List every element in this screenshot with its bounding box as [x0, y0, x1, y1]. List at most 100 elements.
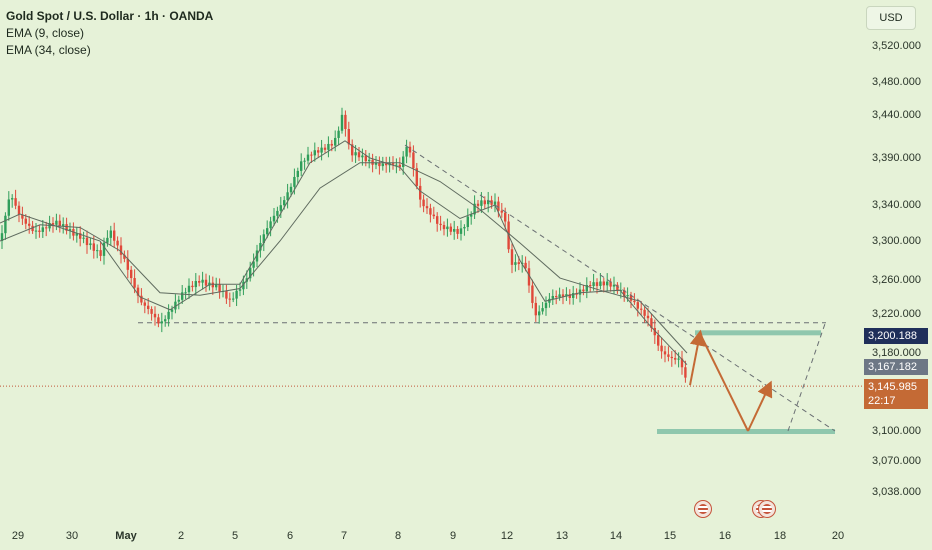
candle-body [514, 262, 517, 265]
candle-body [140, 295, 143, 303]
y-tick-label: 3,340.000 [872, 199, 921, 211]
candle-body [422, 199, 425, 207]
candle-body [106, 237, 109, 243]
chart-legend: Gold Spot / U.S. Dollar · 1h · OANDA EMA… [6, 8, 213, 59]
candle-body [85, 237, 89, 246]
candle-body [548, 298, 551, 303]
candle-body [476, 203, 480, 206]
candle-body [385, 163, 388, 166]
horizontal-levels [0, 322, 862, 434]
candle-body [527, 268, 531, 286]
candle-body [636, 302, 639, 309]
candle-body [201, 279, 204, 283]
x-tick-label: 16 [718, 530, 732, 542]
candle-body [232, 298, 235, 300]
candle-body [568, 294, 571, 298]
candle-body [361, 155, 364, 158]
candle-body [269, 221, 272, 229]
x-tick-label: 8 [394, 530, 402, 542]
candle-body [340, 114, 344, 131]
candle-body [670, 356, 673, 359]
x-tick-label: 5 [231, 530, 239, 542]
candle-body [419, 185, 422, 200]
candle-body [255, 250, 259, 262]
candle-body [177, 299, 180, 302]
candle-body [133, 278, 136, 288]
candle-body [680, 358, 684, 368]
candle-body [45, 227, 48, 229]
candle-body [123, 254, 126, 259]
candle-body [28, 223, 31, 226]
candle-body [4, 215, 7, 234]
candle-body [306, 154, 310, 161]
candle-body [204, 279, 208, 286]
bar-countdown: 22:17 [868, 395, 896, 407]
descending-trendline [404, 144, 836, 432]
x-tick-label: 7 [340, 530, 348, 542]
candle-body [599, 281, 602, 286]
candle-body [470, 214, 473, 217]
candle-body [21, 214, 24, 219]
candle-body [130, 269, 133, 279]
ema-slow-label[interactable]: EMA (34, close) [6, 43, 91, 57]
candle-body [572, 293, 575, 298]
candle-body [446, 226, 449, 230]
candle-body [119, 245, 123, 255]
candle-body [368, 159, 371, 162]
resistance-zone [695, 330, 821, 336]
candle-body [538, 311, 541, 316]
channel-upper-trendline [787, 323, 826, 432]
candle-body [89, 243, 92, 246]
level-price-badge: 3,200.188 [864, 328, 928, 344]
candle-body [602, 281, 605, 286]
candle-body [347, 129, 350, 145]
candle-body [68, 229, 72, 231]
candle-body [463, 227, 466, 229]
y-tick-label: 3,480.000 [872, 76, 921, 88]
candles [0, 107, 687, 383]
candle-body [412, 152, 415, 169]
y-tick-label: 3,070.000 [872, 455, 921, 467]
candle-body [629, 295, 633, 301]
x-tick-label: 29 [11, 530, 25, 542]
candle-body [147, 305, 150, 310]
candle-body [286, 192, 289, 201]
projection-segment [747, 380, 773, 432]
symbol-title[interactable]: Gold Spot / U.S. Dollar · 1h · OANDA [6, 9, 214, 23]
candle-body [272, 215, 276, 222]
candle-body [337, 130, 340, 138]
y-tick-label: 3,390.000 [872, 152, 921, 164]
us-event-icon[interactable] [758, 500, 776, 518]
us-event-icon[interactable] [694, 500, 712, 518]
candle-body [41, 227, 44, 232]
candle-body [623, 290, 626, 297]
candle-body [238, 289, 242, 291]
y-tick-label: 3,440.000 [872, 109, 921, 121]
y-tick-label: 3,038.000 [872, 486, 921, 498]
candle-body [500, 210, 503, 213]
candle-body [167, 311, 170, 320]
candle-body [589, 285, 592, 287]
candle-body [531, 285, 534, 303]
candle-body [364, 155, 367, 162]
ema-fast-label[interactable]: EMA (9, close) [6, 26, 85, 40]
candle-body [606, 281, 609, 286]
currency-button[interactable]: USD [866, 6, 916, 30]
candle-body [357, 152, 361, 158]
candle-body [313, 150, 316, 156]
candle-body [276, 210, 279, 216]
y-tick-label: 3,220.000 [872, 308, 921, 320]
candle-body [493, 201, 497, 205]
candle-body [109, 230, 112, 238]
candle-body [633, 300, 636, 303]
candle-body [551, 295, 554, 299]
candle-body [150, 309, 153, 314]
candle-body [558, 294, 561, 298]
candle-body [235, 290, 238, 299]
candle-body [143, 302, 146, 306]
projection-path [689, 329, 773, 432]
candle-body [65, 224, 68, 231]
candle-body [96, 250, 99, 252]
candle-body [303, 160, 306, 162]
